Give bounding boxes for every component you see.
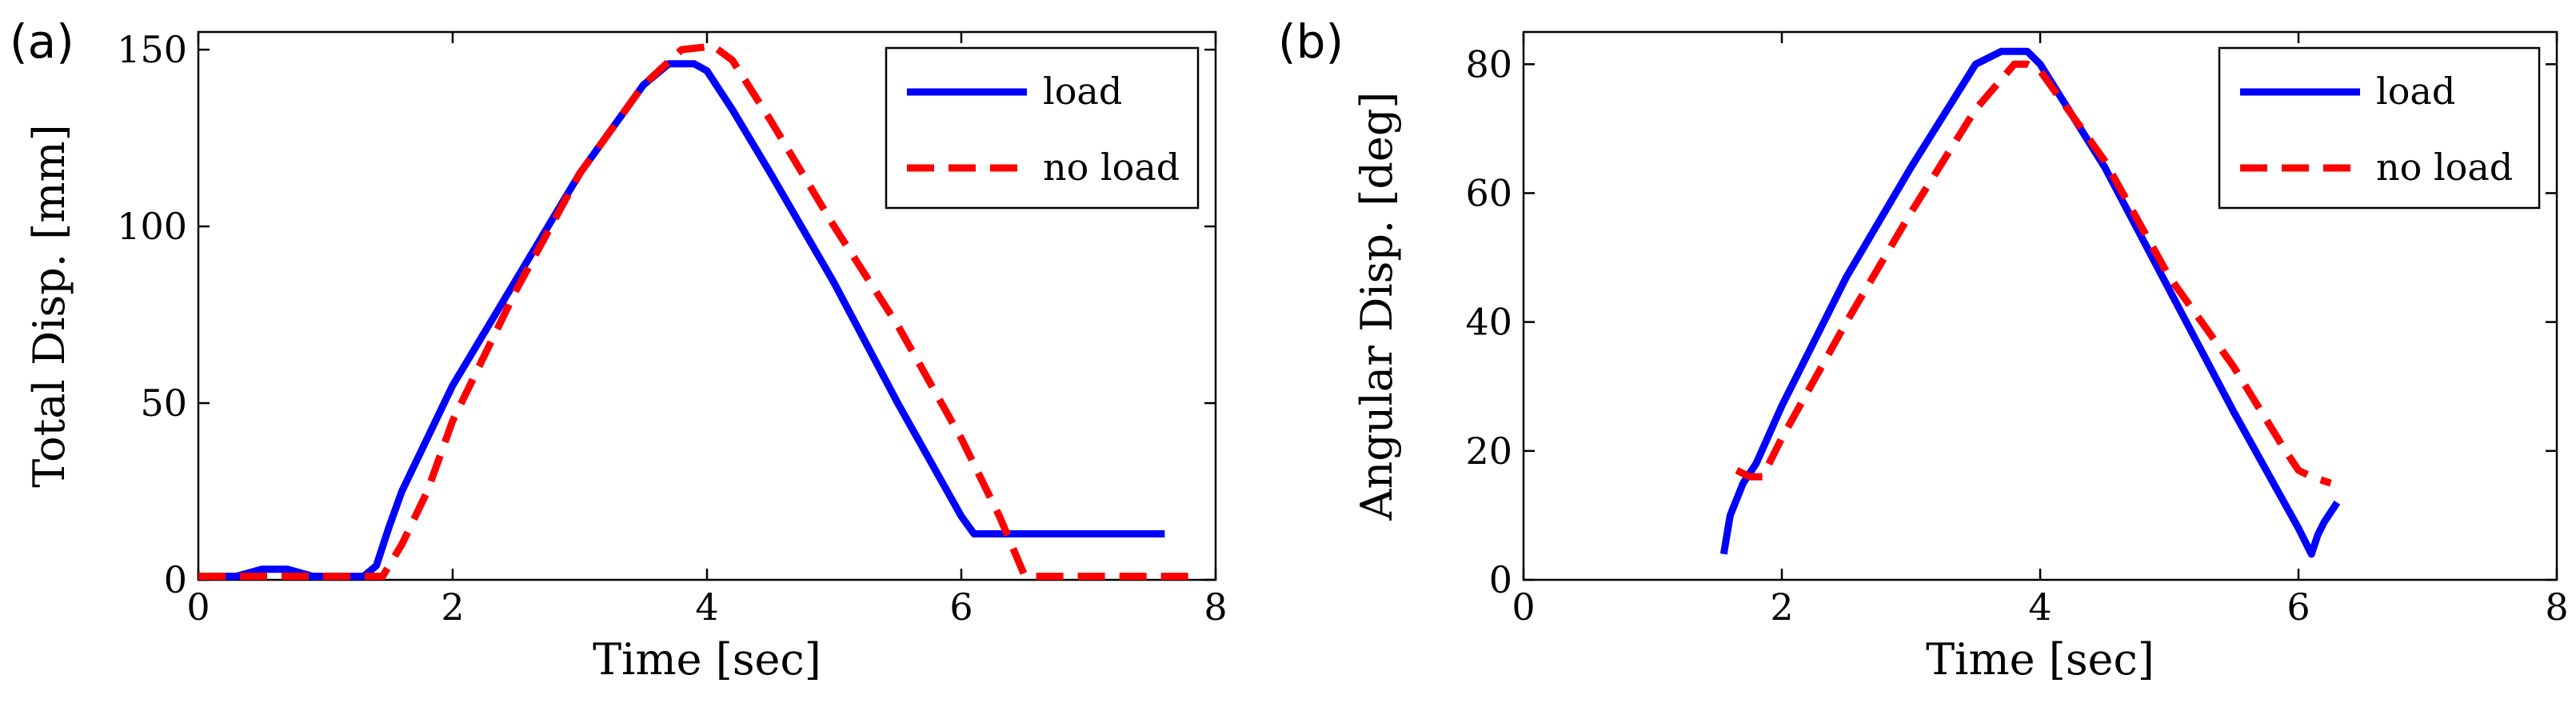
x-tick-label: 8	[1204, 585, 1227, 629]
chart-panel-a: 0 2 4 6 8 0 50 100 150 load no load Time [sec] Total…	[10, 14, 1228, 685]
x-axis-label: Time [sec]	[1926, 634, 2155, 685]
x-tick-label: 4	[695, 585, 718, 629]
y-tick-label: 80	[1465, 42, 1512, 86]
x-tick-label: 4	[2028, 585, 2051, 629]
y-tick-label: 0	[164, 558, 187, 601]
y-axis-label: Total Disp. [mm]	[24, 124, 74, 487]
x-axis-label: Time [sec]	[593, 634, 821, 685]
x-tick-label: 0	[186, 585, 210, 629]
series-line-no-load	[1735, 60, 2332, 487]
y-tick-label: 0	[1489, 558, 1512, 601]
series-line-load	[1719, 47, 2341, 558]
legend: load no load	[885, 46, 1200, 210]
y-tick-label: 60	[1465, 171, 1512, 214]
y-axis-label: Angular Disp. [deg]	[1352, 92, 1402, 521]
panel-label: (a)	[10, 14, 74, 69]
legend-label: load	[1043, 70, 1122, 113]
x-tick-label: 6	[949, 585, 972, 629]
legend-label: no load	[1043, 146, 1180, 189]
y-tick-label: 40	[1465, 301, 1512, 344]
x-tick-label: 6	[2286, 585, 2310, 629]
x-tick-label: 8	[2545, 585, 2568, 629]
series-line-no-load	[198, 42, 1197, 581]
y-tick-label: 50	[140, 381, 187, 425]
y-tick-label: 20	[1465, 429, 1512, 473]
legend-box	[885, 46, 1200, 210]
x-tick-label: 2	[1770, 585, 1793, 629]
y-tick-label: 100	[117, 205, 187, 248]
panel-label: (b)	[1278, 14, 1344, 69]
x-tick-label: 0	[1512, 585, 1535, 629]
y-tick-label: 150	[117, 28, 187, 71]
legend-label: load	[2376, 70, 2455, 113]
x-tick-label: 2	[441, 585, 464, 629]
legend: load no load	[2218, 46, 2541, 210]
legend-box	[2218, 46, 2541, 210]
legend-label: no load	[2376, 146, 2513, 189]
